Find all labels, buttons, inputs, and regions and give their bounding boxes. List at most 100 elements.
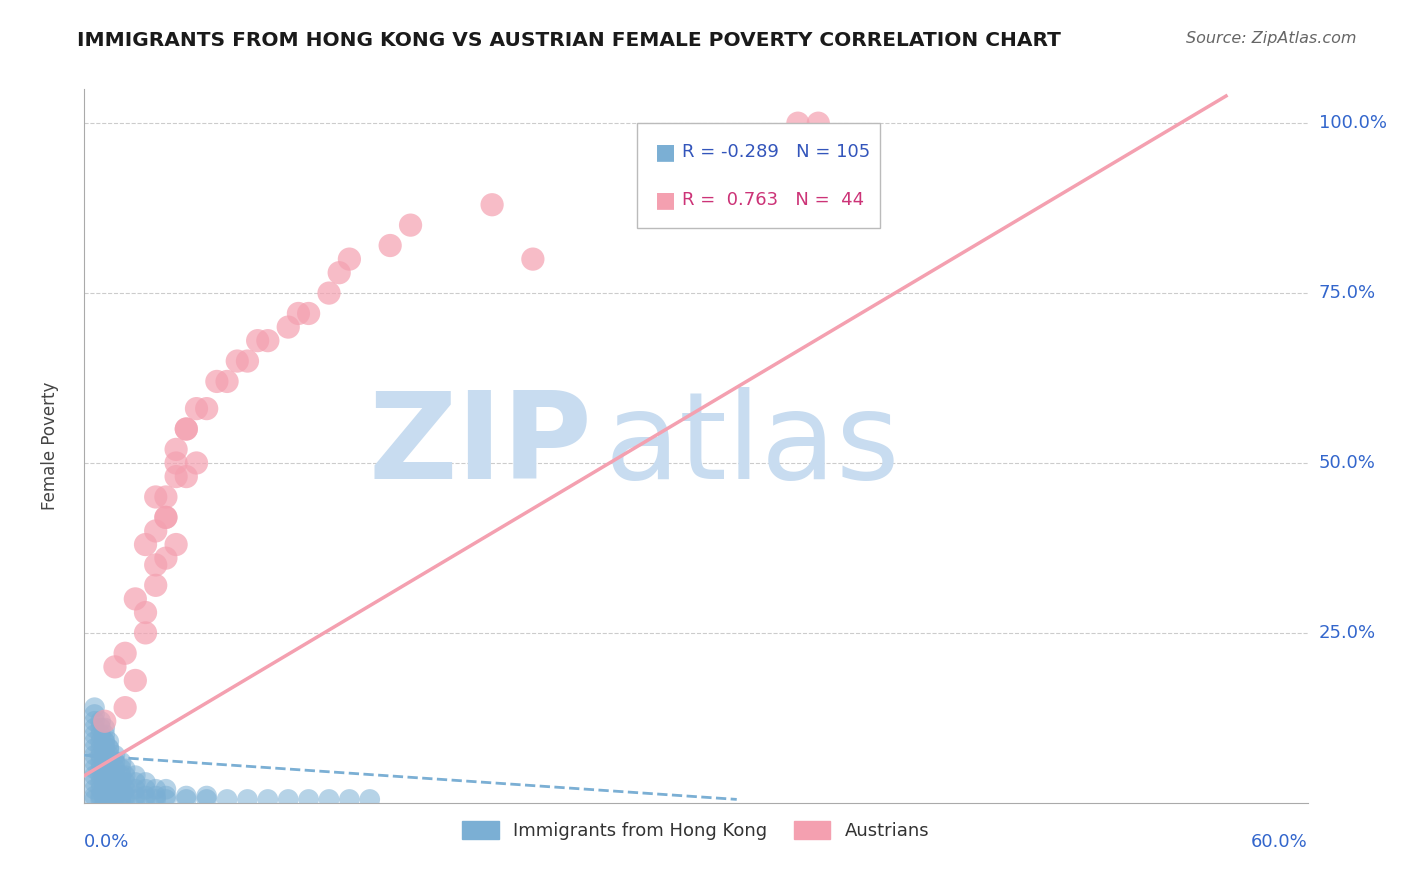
Point [165,537,187,551]
Point [195,789,218,803]
Point [110,762,132,776]
Point [93,762,115,776]
Point [83,728,105,742]
Text: Female Poverty: Female Poverty [41,382,59,510]
Text: R = -0.289   N = 105: R = -0.289 N = 105 [682,143,870,161]
Point [93,792,115,806]
Text: Source: ZipAtlas.com: Source: ZipAtlas.com [1187,31,1357,46]
Point [90,789,112,803]
Point [83,714,105,729]
Point [339,252,361,266]
Point [83,734,105,748]
Point [90,775,112,789]
Point [90,721,112,735]
Point [110,775,132,789]
Point [339,792,361,806]
Point [124,782,146,797]
Point [93,734,115,748]
Point [135,537,157,551]
Point [257,792,280,806]
Point [155,551,177,566]
Point [90,769,112,783]
Point [165,456,187,470]
Point [93,748,115,763]
Point [124,673,146,688]
Point [97,762,120,776]
Point [93,769,115,783]
Point [90,792,112,806]
Point [114,762,136,776]
Text: atlas: atlas [605,387,900,505]
Point [399,218,422,232]
Point [83,700,105,714]
Point [145,524,167,538]
Point [104,748,127,763]
Text: IMMIGRANTS FROM HONG KONG VS AUSTRIAN FEMALE POVERTY CORRELATION CHART: IMMIGRANTS FROM HONG KONG VS AUSTRIAN FE… [77,31,1062,50]
Point [104,660,127,674]
Point [110,792,132,806]
Point [104,775,127,789]
Point [174,422,197,436]
Point [155,782,177,797]
Point [124,792,146,806]
Point [93,728,115,742]
Point [155,490,177,504]
Point [145,782,167,797]
Point [97,741,120,756]
Point [104,762,127,776]
Point [155,789,177,803]
Point [145,490,167,504]
Point [97,775,120,789]
Point [226,354,249,368]
Point [97,741,120,756]
Point [93,714,115,729]
Point [359,792,381,806]
Point [90,728,112,742]
Point [114,789,136,803]
Point [90,762,112,776]
Point [104,792,127,806]
Point [246,334,269,348]
Point [277,320,299,334]
Point [165,469,187,483]
Point [104,782,127,797]
Point [104,769,127,783]
Point [205,375,228,389]
Point [298,792,321,806]
Text: R =  0.763   N =  44: R = 0.763 N = 44 [682,191,865,209]
Point [110,782,132,797]
Text: 25.0%: 25.0% [1319,624,1376,642]
Point [83,707,105,722]
Point [217,792,239,806]
Point [145,578,167,592]
Point [90,714,112,729]
Point [93,721,115,735]
Point [93,741,115,756]
Point [257,334,280,348]
Point [97,734,120,748]
Point [90,755,112,769]
Point [236,354,259,368]
Point [93,741,115,756]
Point [97,789,120,803]
Text: 50.0%: 50.0% [1319,454,1375,472]
Point [174,789,197,803]
Point [93,782,115,797]
Point [135,782,157,797]
Point [135,789,157,803]
Point [277,792,299,806]
Text: 60.0%: 60.0% [1251,833,1308,851]
Point [90,782,112,797]
Legend: Immigrants from Hong Kong, Austrians: Immigrants from Hong Kong, Austrians [456,814,936,847]
Point [174,422,197,436]
Point [481,198,503,212]
Point [135,792,157,806]
Point [97,792,120,806]
Point [90,748,112,763]
Point [114,769,136,783]
Point [83,721,105,735]
Point [522,252,544,266]
Point [174,792,197,806]
Point [174,469,197,483]
Text: ■: ■ [655,142,676,161]
